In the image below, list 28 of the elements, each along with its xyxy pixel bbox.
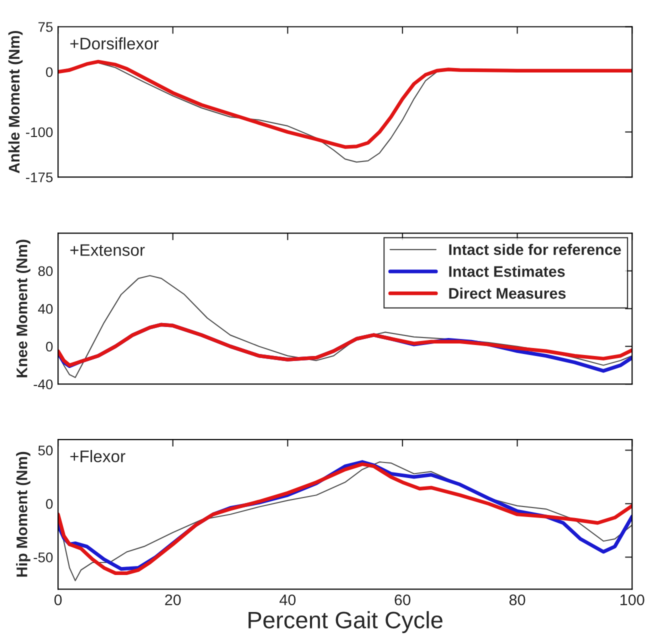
x-tick-label: 80 <box>509 594 526 606</box>
y-tick-label: -50 <box>34 552 53 562</box>
legend-label: Direct Measures <box>449 288 566 299</box>
y-tick-label: -175 <box>26 172 53 182</box>
annotation: +Extensor <box>70 244 145 256</box>
x-tick-label: 20 <box>165 594 181 606</box>
annotation: +Flexor <box>70 450 126 462</box>
y-tick-label: 0 <box>46 499 53 509</box>
y-tick-label: 0 <box>46 342 53 352</box>
x-axis-title: Percent Gait Cycle <box>248 611 442 634</box>
y-tick-label: 50 <box>38 446 53 456</box>
y-axis-title: Hip Moment (Nm) <box>16 452 30 577</box>
x-tick-label: 0 <box>54 594 62 606</box>
y-tick-label: 80 <box>38 266 53 276</box>
x-tick-label: 100 <box>620 594 644 606</box>
x-tick-label: 40 <box>280 594 296 606</box>
annotation: +Dorsiflexor <box>70 37 159 50</box>
y-tick-label: 75 <box>38 22 53 32</box>
y-tick-label: -100 <box>26 127 53 138</box>
y-tick-label: 40 <box>38 304 53 314</box>
y-axis-title: Ankle Moment (Nm) <box>8 30 23 174</box>
y-tick-label: 0 <box>46 67 53 78</box>
legend-label: Intact Estimates <box>449 266 565 277</box>
x-tick-label: 60 <box>394 594 410 606</box>
y-axis-title: Knee Moment (Nm) <box>16 240 30 378</box>
y-tick-label: -40 <box>34 379 53 390</box>
legend-label: Intact side for reference <box>449 244 621 256</box>
line-series <box>58 60 632 149</box>
